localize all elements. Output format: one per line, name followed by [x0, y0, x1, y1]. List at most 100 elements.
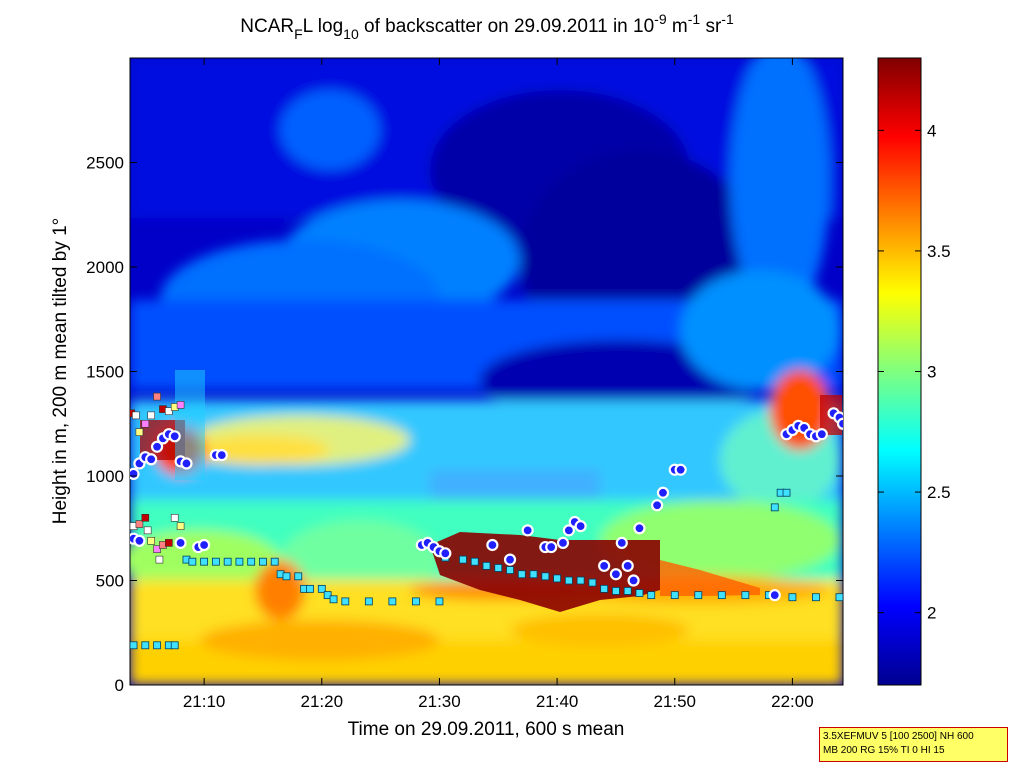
cloud-base-marker	[627, 574, 640, 587]
x-tick-label: 21:50	[653, 692, 696, 711]
ceilometer-square-marker	[170, 513, 179, 522]
cloud-base-marker	[545, 540, 558, 554]
aerosol-layer-marker	[694, 591, 703, 600]
ceilometer-square-marker	[147, 411, 155, 420]
aerosol-layer-marker	[259, 557, 267, 566]
x-tick-label: 21:40	[536, 692, 579, 711]
x-tick-label: 21:20	[301, 692, 344, 711]
cloud-base-marker	[656, 486, 670, 499]
aerosol-layer-marker	[635, 589, 644, 597]
cloud-base-marker	[621, 559, 634, 572]
ceilometer-square-marker	[147, 536, 155, 545]
colorbar	[877, 57, 922, 686]
heatmap	[130, 58, 843, 685]
aerosol-layer-marker	[782, 488, 791, 497]
cloud-base-marker	[150, 440, 164, 453]
aerosol-layer-marker	[364, 597, 373, 606]
x-tick-label: 22:00	[771, 692, 814, 711]
aerosol-layer-marker	[541, 572, 550, 581]
y-axis-label: Height in m, 200 m mean tilted by 1°	[50, 218, 71, 524]
cloud-base-marker	[215, 449, 228, 462]
cloud-base-marker	[836, 417, 843, 430]
cloud-base-marker	[174, 536, 187, 549]
aerosol-layer-marker	[270, 557, 279, 566]
aerosol-layer-marker	[612, 587, 620, 595]
aerosol-layer-marker	[247, 557, 256, 566]
cloud-base-marker	[651, 499, 664, 512]
info-line-2: MB 200 RG 15% TI 0 HI 15	[823, 745, 945, 756]
aerosol-layer-marker	[647, 591, 656, 600]
aerosol-layer-marker	[459, 555, 467, 564]
ceilometer-square-marker	[132, 411, 140, 420]
aerosol-layer-marker	[600, 584, 609, 593]
aerosol-layer-marker	[529, 570, 538, 579]
aerosol-layer-marker	[323, 591, 332, 600]
y-axis: 0 500 1000 1500 2000 2500	[86, 154, 843, 695]
ceilometer-square-marker	[135, 428, 144, 436]
aerosol-layer-marker	[188, 557, 197, 566]
aerosol-layer-marker	[294, 572, 303, 581]
cloud-base-marker	[598, 559, 611, 572]
y-tick-label: 0	[115, 676, 124, 695]
aerosol-layer-marker	[211, 557, 220, 566]
x-tick-label: 21:30	[418, 692, 461, 711]
aerosol-layer-marker	[576, 576, 585, 585]
colorbar-tick-label: 2.5	[927, 483, 951, 502]
ceilometer-square-marker	[176, 401, 185, 409]
aerosol-layer-marker	[170, 641, 179, 650]
cloud-base-marker	[503, 553, 517, 566]
colorbar-axis: 2 2.5 3 3.5 4	[878, 121, 951, 623]
overlay-markers	[130, 392, 843, 650]
aerosol-layer-marker	[412, 597, 420, 606]
ceilometer-square-marker	[143, 526, 152, 535]
aerosol-layer-marker	[770, 503, 779, 512]
aerosol-layer-marker	[623, 587, 632, 595]
aerosol-layer-marker	[717, 591, 726, 600]
cloud-base-marker	[130, 467, 140, 481]
cloud-base-marker	[439, 547, 452, 560]
settings-info-box: 3.5XEFMUV 5 [100 2500] NH 600 MB 200 RG …	[819, 727, 1008, 762]
ceilometer-square-marker	[141, 419, 150, 428]
colorbar-tick-label: 3.5	[927, 242, 951, 261]
ceilometer-square-marker	[176, 522, 185, 530]
aerosol-layer-marker	[482, 561, 491, 570]
cloud-base-marker	[556, 536, 570, 549]
cloud-base-marker	[768, 589, 781, 602]
colorbar-tick-label: 2	[927, 604, 936, 623]
aerosol-layer-marker	[235, 557, 244, 566]
ceilometer-square-marker	[155, 555, 164, 564]
aerosol-layer-marker	[306, 584, 314, 593]
cloud-base-marker	[486, 538, 499, 552]
cloud-base-marker	[609, 568, 623, 581]
aerosol-layer-marker	[517, 570, 526, 579]
cloud-base-marker	[168, 430, 181, 443]
cloud-base-marker	[145, 453, 158, 466]
cloud-base-marker	[198, 538, 211, 552]
ceilometer-square-marker	[165, 539, 173, 547]
ceilometer-square-marker	[153, 545, 161, 553]
aerosol-layer-marker	[317, 584, 326, 593]
aerosol-layer-marker	[553, 574, 561, 583]
aerosol-layer-marker	[812, 593, 820, 602]
cloud-base-marker	[562, 524, 575, 537]
aerosol-layer-marker	[670, 591, 679, 600]
aerosol-layer-marker	[506, 566, 514, 574]
cloud-base-marker	[674, 463, 687, 476]
aerosol-layer-marker	[153, 641, 161, 650]
cloud-base-marker	[574, 520, 587, 533]
info-line-1: 3.5XEFMUV 5 [100 2500] NH 600	[823, 731, 974, 742]
x-axis: 21:10 21:20 21:30 21:40 21:50 22:00	[183, 58, 814, 711]
cloud-base-marker	[615, 536, 628, 549]
aerosol-layer-marker	[588, 578, 597, 587]
ceilometer-square-marker	[153, 392, 161, 401]
y-tick-label: 2000	[86, 258, 124, 277]
ceilometer-square-marker	[165, 407, 173, 416]
cloud-base-marker	[180, 457, 193, 470]
cloud-base-marker	[815, 428, 828, 441]
y-tick-label: 500	[96, 572, 124, 591]
y-tick-label: 1500	[86, 363, 124, 382]
aerosol-layer-marker	[282, 572, 291, 581]
chart-title: NCARFL log10 of backscatter on 29.09.201…	[240, 11, 734, 42]
ceilometer-square-marker	[141, 513, 150, 522]
